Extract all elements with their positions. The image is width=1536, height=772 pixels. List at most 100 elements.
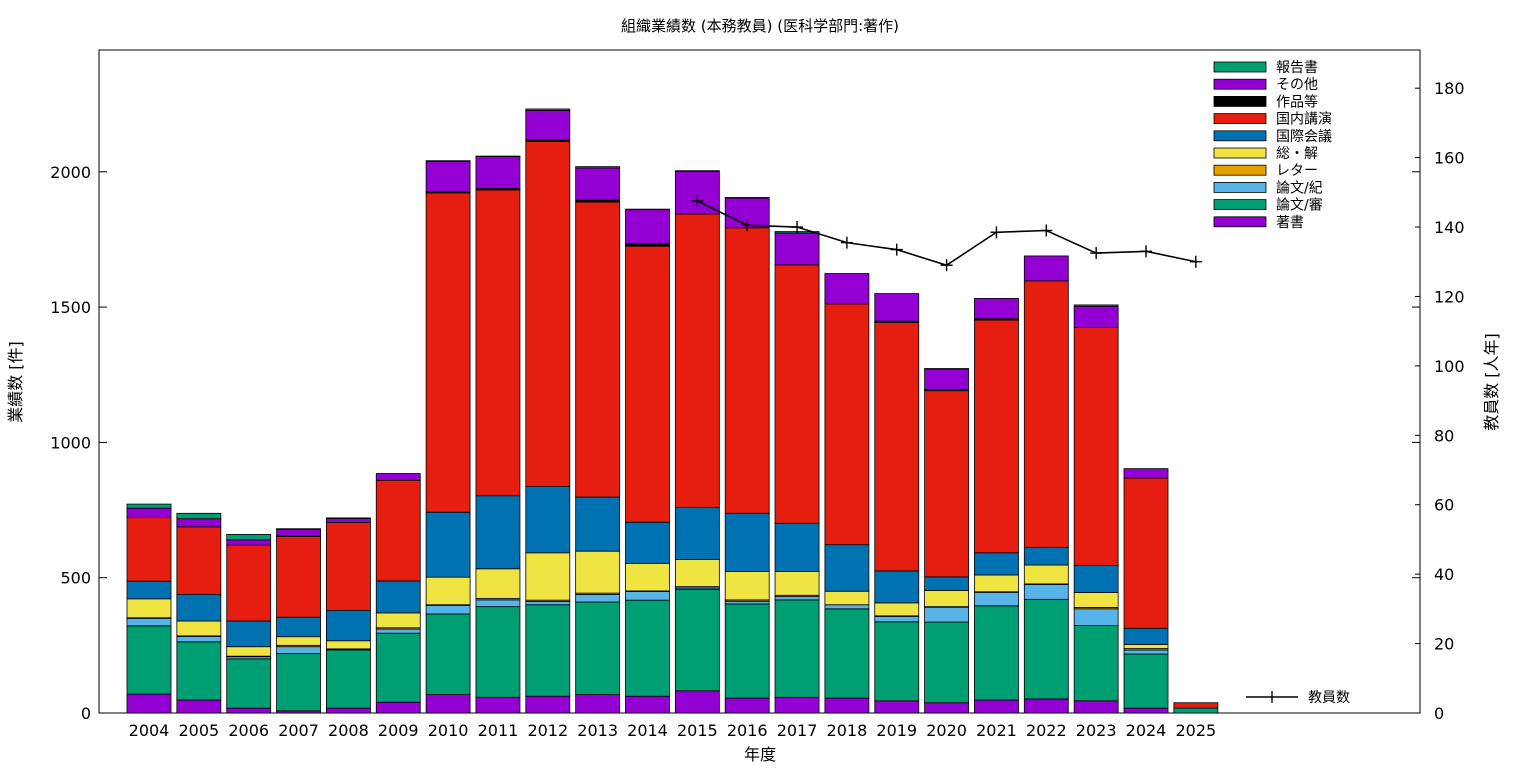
- y2-axis-title: 教員数 [人年]: [1482, 333, 1501, 431]
- line-point: [890, 243, 903, 256]
- bar-segment: [1023, 564, 1069, 585]
- bar-segment: [1123, 627, 1169, 645]
- bar-segment: [425, 192, 471, 513]
- line-layer: [691, 194, 1202, 272]
- legend-swatch: [1213, 113, 1267, 124]
- bar-segment: [674, 213, 720, 508]
- bar-segment: [724, 197, 770, 199]
- bar-segment: [824, 608, 870, 699]
- bar-segment: [774, 599, 820, 698]
- bar-segment: [1023, 584, 1069, 600]
- bar-segment: [276, 653, 321, 712]
- bar-segment: [724, 603, 770, 699]
- bar-segment: [425, 576, 471, 606]
- bar-segment: [674, 170, 720, 215]
- bar-segment: [774, 522, 820, 572]
- bar-segment: [625, 245, 670, 523]
- bar-segment: [1173, 702, 1219, 709]
- y2-tick-label: 140: [1434, 218, 1465, 237]
- x-tick-label: 2006: [228, 721, 269, 740]
- bar-segment: [924, 621, 969, 704]
- bar-segment: [774, 696, 820, 714]
- bar-segment: [874, 602, 920, 617]
- bar-segment: [375, 479, 421, 582]
- bar-segment: [1123, 707, 1169, 714]
- bar-segment: [1173, 707, 1219, 714]
- bar-segment: [475, 189, 521, 497]
- bar-segment: [1123, 468, 1169, 479]
- line-point: [940, 259, 953, 272]
- bar-segment: [126, 625, 172, 695]
- bar-segment: [1073, 326, 1119, 566]
- bar-segment: [974, 552, 1019, 576]
- legend-label: 総・解: [1276, 146, 1318, 162]
- bar-segment: [425, 604, 471, 615]
- bar-segment: [625, 208, 670, 211]
- bar-segment: [1023, 698, 1069, 714]
- bar-segment: [575, 166, 621, 169]
- bar-segment: [625, 591, 670, 601]
- bar-segment: [575, 594, 621, 603]
- line-point: [1140, 245, 1152, 258]
- bar-segment: [126, 598, 172, 619]
- legend-label: 国内講演: [1276, 112, 1332, 128]
- bar-segment: [375, 632, 421, 703]
- bar-segment: [1073, 592, 1119, 608]
- bar-segment: [226, 707, 272, 714]
- x-tick-label: 2019: [876, 721, 917, 740]
- bar-segment: [475, 599, 521, 608]
- bar-segment: [525, 604, 571, 697]
- bar-segment: [475, 568, 521, 599]
- line-point: [741, 219, 754, 232]
- bar-segment: [475, 606, 521, 698]
- x-tick-label: 2020: [926, 721, 967, 740]
- x-tick-label: 2015: [677, 721, 718, 740]
- bar-segment: [674, 507, 720, 560]
- bar-segment: [325, 517, 371, 519]
- bar-segment: [575, 167, 621, 201]
- x-tick-label: 2009: [378, 721, 419, 740]
- legend-swatch: [1213, 61, 1267, 73]
- bar-segment: [1123, 649, 1169, 655]
- x-tick-label: 2010: [428, 721, 469, 740]
- legend-swatch: [1213, 199, 1267, 211]
- y2-tick-label: 80: [1434, 426, 1454, 445]
- legend-label: 論文/紀: [1276, 180, 1323, 196]
- bar-segment: [724, 512, 770, 572]
- bar-segment: [475, 696, 521, 714]
- bar-segment: [575, 550, 621, 594]
- y2-tick-label: 120: [1434, 287, 1465, 306]
- bar-segment: [924, 702, 969, 714]
- legend-swatch: [1213, 164, 1267, 176]
- legend-label: その他: [1276, 77, 1318, 93]
- bar-segment: [276, 536, 321, 618]
- bar-segment: [375, 612, 421, 629]
- x-tick-label: 2021: [976, 721, 1017, 740]
- legend-label: 著書: [1276, 215, 1304, 231]
- bar-segment: [176, 699, 222, 714]
- bar-segment: [1073, 700, 1119, 714]
- bar-segment: [824, 303, 870, 546]
- y-tick-label: 0: [81, 704, 91, 723]
- y2-tick-label: 100: [1434, 357, 1465, 376]
- bar-segment: [475, 495, 521, 570]
- bar-segment: [375, 628, 421, 634]
- line-point: [1189, 255, 1202, 268]
- legend-label: 論文/審: [1276, 198, 1323, 214]
- bar-segment: [276, 646, 321, 654]
- bar-segment: [724, 697, 770, 714]
- legend-swatch: [1213, 181, 1267, 193]
- bar-segment: [1023, 255, 1069, 282]
- y-axis-title: 業績数 [件]: [6, 341, 25, 423]
- line-point: [1040, 224, 1053, 237]
- bar-segment: [276, 528, 321, 537]
- y-tick-label: 2000: [50, 163, 91, 182]
- bar-segment: [625, 209, 670, 244]
- bar-segment: [625, 695, 670, 714]
- bar-segment: [176, 512, 222, 520]
- bar-segment: [974, 699, 1019, 714]
- bar-segment: [226, 646, 272, 657]
- bar-segment: [924, 368, 969, 390]
- bar-segment: [575, 601, 621, 695]
